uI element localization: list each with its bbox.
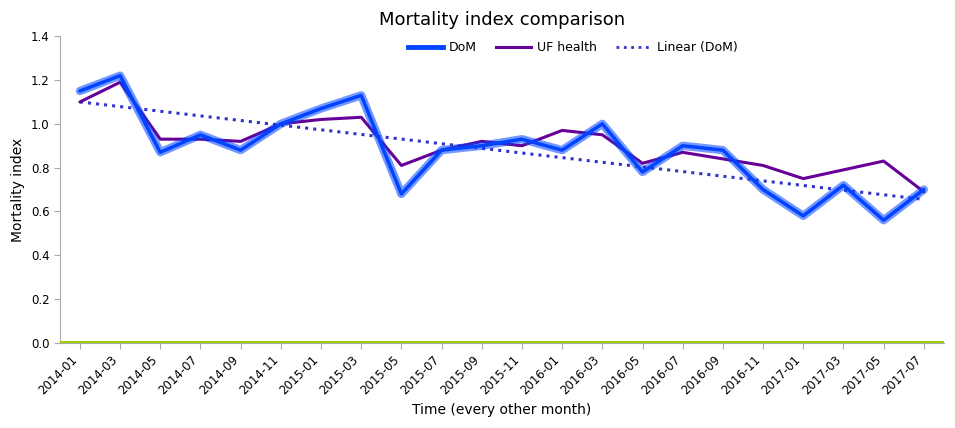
UF health: [838, 167, 849, 172]
Line: UF health: UF health: [80, 82, 923, 192]
DoM: [74, 89, 86, 94]
Linear (DoM): [315, 127, 327, 132]
UF health: [677, 150, 689, 155]
UF health: [637, 160, 648, 166]
Linear (DoM): [597, 160, 608, 165]
UF health: [597, 132, 608, 137]
DoM: [757, 187, 769, 192]
Linear (DoM): [757, 178, 769, 184]
DoM: [597, 121, 608, 126]
Line: Linear (DoM): Linear (DoM): [80, 102, 923, 199]
UF health: [918, 189, 929, 194]
Linear (DoM): [717, 174, 729, 179]
Line: DoM: DoM: [80, 76, 923, 220]
UF health: [435, 148, 447, 153]
Linear (DoM): [476, 146, 487, 151]
UF health: [797, 176, 809, 181]
DoM: [557, 148, 568, 153]
UF health: [115, 80, 126, 85]
DoM: [435, 148, 447, 153]
Linear (DoM): [878, 192, 889, 197]
UF health: [476, 139, 487, 144]
DoM: [155, 150, 166, 155]
Linear (DoM): [677, 169, 689, 174]
Linear (DoM): [355, 132, 367, 137]
UF health: [195, 137, 206, 142]
Linear (DoM): [637, 164, 648, 169]
Linear (DoM): [235, 118, 246, 123]
UF health: [557, 128, 568, 133]
DoM: [315, 106, 327, 111]
DoM: [235, 148, 246, 153]
Linear (DoM): [435, 141, 447, 146]
DoM: [838, 183, 849, 188]
Linear (DoM): [517, 150, 528, 155]
Linear (DoM): [797, 183, 809, 188]
DoM: [717, 148, 729, 153]
UF health: [275, 121, 286, 126]
Y-axis label: Mortality index: Mortality index: [11, 137, 25, 242]
Linear (DoM): [115, 104, 126, 109]
DoM: [797, 213, 809, 218]
DoM: [476, 143, 487, 149]
UF health: [517, 143, 528, 149]
DoM: [395, 191, 407, 196]
UF health: [757, 163, 769, 168]
Linear (DoM): [918, 197, 929, 202]
DoM: [275, 121, 286, 126]
DoM: [195, 132, 206, 137]
DoM: [355, 93, 367, 98]
DoM: [677, 143, 689, 149]
DoM: [115, 73, 126, 78]
DoM: [637, 169, 648, 175]
UF health: [235, 139, 246, 144]
Legend: DoM, UF health, Linear (DoM): DoM, UF health, Linear (DoM): [403, 36, 743, 59]
Linear (DoM): [395, 137, 407, 142]
UF health: [355, 115, 367, 120]
UF health: [717, 156, 729, 161]
DoM: [878, 218, 889, 223]
UF health: [315, 117, 327, 122]
Title: Mortality index comparison: Mortality index comparison: [379, 11, 625, 29]
UF health: [395, 163, 407, 168]
UF health: [74, 99, 86, 104]
Linear (DoM): [275, 122, 286, 128]
UF health: [155, 137, 166, 142]
Linear (DoM): [838, 187, 849, 193]
DoM: [517, 137, 528, 142]
Linear (DoM): [155, 109, 166, 114]
X-axis label: Time (every other month): Time (every other month): [413, 403, 591, 417]
DoM: [918, 187, 929, 192]
Linear (DoM): [74, 99, 86, 104]
Linear (DoM): [557, 155, 568, 160]
UF health: [878, 158, 889, 163]
Linear (DoM): [195, 113, 206, 119]
